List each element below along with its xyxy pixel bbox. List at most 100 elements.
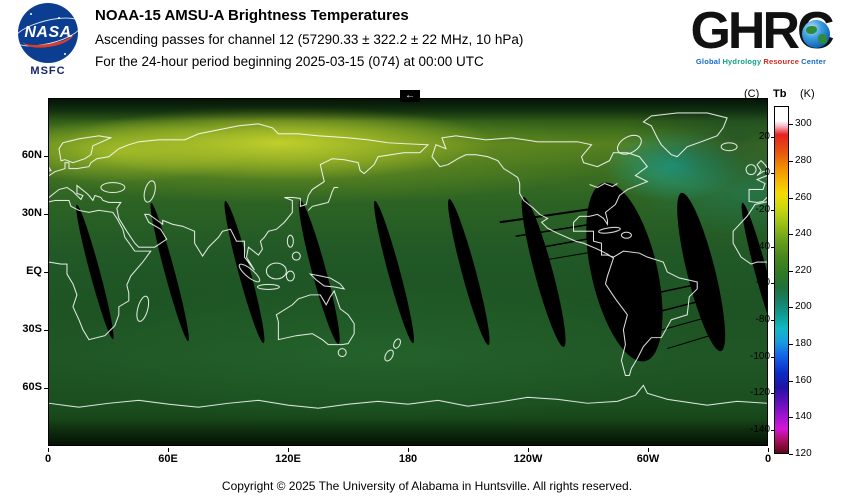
ghrc-wordmark: GHRC — [690, 2, 834, 60]
coast-antarctica — [49, 399, 409, 409]
coast-hispaniola — [620, 231, 632, 239]
subtitle-channel: Ascending passes for channel 12 (57290.3… — [95, 32, 524, 47]
colorbar-k-tick: 220 — [789, 264, 812, 276]
y-tick-label: 30S — [22, 323, 42, 335]
coast-eurasia — [49, 123, 430, 271]
coast-great-lakes — [589, 182, 618, 189]
ghrc-tagline: Global Hydrology Resource Center — [676, 57, 846, 66]
x-tick-mark — [528, 448, 529, 452]
ghrc-tagline-word: Resource — [763, 57, 800, 66]
plot-titles: NOAA-15 AMSU-A Brightness Temperatures A… — [95, 7, 523, 76]
coast-luzon — [286, 234, 294, 248]
brightness-temperature-map — [48, 98, 768, 446]
y-tick-label: 60S — [22, 381, 42, 393]
missing-scan-line — [659, 316, 710, 332]
x-tick-mark — [648, 448, 649, 452]
x-tick-label: 60E — [158, 453, 178, 465]
colorbar-c-tick: 20 — [734, 131, 775, 142]
colorbar-c-tick: -100 — [734, 351, 775, 362]
coast-mindanao — [291, 251, 301, 261]
nasa-stars-icon — [30, 13, 32, 15]
coast-japan — [307, 186, 339, 211]
coast-baffin — [616, 134, 642, 155]
x-tick-mark — [768, 448, 769, 452]
ghrc-letters: GHR — [690, 2, 800, 60]
coast-tasmania — [337, 348, 347, 358]
coast-cuba — [598, 226, 621, 234]
coast-australia — [275, 289, 355, 346]
coast-iceland — [720, 142, 738, 152]
coastlines-layer — [49, 112, 767, 409]
coast-borneo — [265, 262, 287, 280]
map-svg — [49, 112, 767, 409]
coast-new-guinea — [308, 273, 346, 290]
y-tick-label: EQ — [26, 265, 42, 277]
x-tick-label: 60W — [636, 453, 660, 465]
swath-gap — [224, 200, 265, 344]
swath-gap — [521, 197, 566, 347]
x-tick-mark — [288, 448, 289, 452]
coast-greenland — [642, 112, 728, 158]
colorbar-c-tick: -120 — [734, 387, 775, 398]
missing-scan-line — [531, 233, 614, 250]
colorbar-unit-tb: Tb — [773, 88, 787, 100]
subtitle-period: For the 24-hour period beginning 2025-03… — [95, 54, 484, 69]
coast-ireland — [745, 164, 757, 176]
swath-gap — [374, 200, 414, 344]
coast-sulawesi — [285, 270, 295, 282]
y-tick-label: 30N — [21, 207, 42, 219]
ghrc-tagline-word: Hydrology — [722, 57, 762, 66]
colorbar-k-tick: 240 — [789, 228, 812, 240]
y-tick-mark — [44, 330, 48, 331]
x-tick-label: 120E — [275, 453, 301, 465]
swath-gap — [298, 199, 340, 345]
swath-gap — [150, 202, 189, 342]
nasa-logo-icon: NASA — [18, 3, 78, 63]
colorbar-c-tick: -140 — [734, 424, 775, 435]
missing-scan-line — [667, 334, 714, 350]
coast-scandinavia — [58, 135, 113, 164]
coast-java — [256, 283, 280, 290]
colorbar-k-tick: 260 — [789, 191, 812, 203]
coast-uk — [756, 159, 767, 176]
x-tick-label: 120W — [513, 453, 543, 465]
x-tick-mark — [48, 448, 49, 452]
y-tick-mark — [44, 272, 48, 273]
ghrc-tagline-word: Global — [695, 57, 721, 66]
coast-black-sea — [100, 182, 126, 193]
colorbar-bar — [774, 106, 789, 454]
colorbar-k-tick: 200 — [789, 301, 812, 313]
coast-antarctica — [407, 384, 767, 407]
missing-scan-line — [647, 283, 700, 296]
swath-gap — [448, 198, 490, 346]
colorbar-k-tick: 300 — [789, 118, 812, 130]
swath-gaps-layer — [76, 182, 767, 362]
coast-caspian-sea — [143, 180, 156, 203]
y-tick-mark — [44, 156, 48, 157]
colorbar-c-tick: -20 — [734, 204, 775, 215]
coast-madagascar — [136, 295, 150, 322]
nasa-wordmark: NASA — [24, 24, 72, 41]
missing-scan-line — [499, 207, 596, 224]
colorbar-k-tick: 160 — [789, 374, 812, 386]
x-tick-mark — [168, 448, 169, 452]
missing-scan-line — [544, 246, 622, 261]
coast-nz-south — [384, 349, 394, 362]
swath-gap — [677, 192, 726, 352]
swath-gap — [741, 202, 767, 342]
y-tick-mark — [44, 214, 48, 215]
colorbar-k-tick: 120 — [789, 448, 812, 459]
missing-scan-lines-layer — [499, 207, 714, 350]
colorbar-unit-kelvin: (K) — [800, 88, 815, 100]
coast-uk — [49, 166, 52, 172]
nasa-msfc-logo: NASA MSFC — [12, 3, 84, 77]
copyright-text: Copyright © 2025 The University of Alaba… — [221, 479, 633, 493]
colorbar-k-tick: 180 — [789, 338, 812, 350]
coast-americas — [431, 135, 698, 376]
swath-gap — [586, 182, 663, 362]
page-title: NOAA-15 AMSU-A Brightness Temperatures — [95, 7, 409, 24]
y-tick-label: 60N — [21, 149, 42, 161]
x-tick-label: 0 — [764, 453, 772, 465]
coast-africa — [49, 199, 152, 341]
